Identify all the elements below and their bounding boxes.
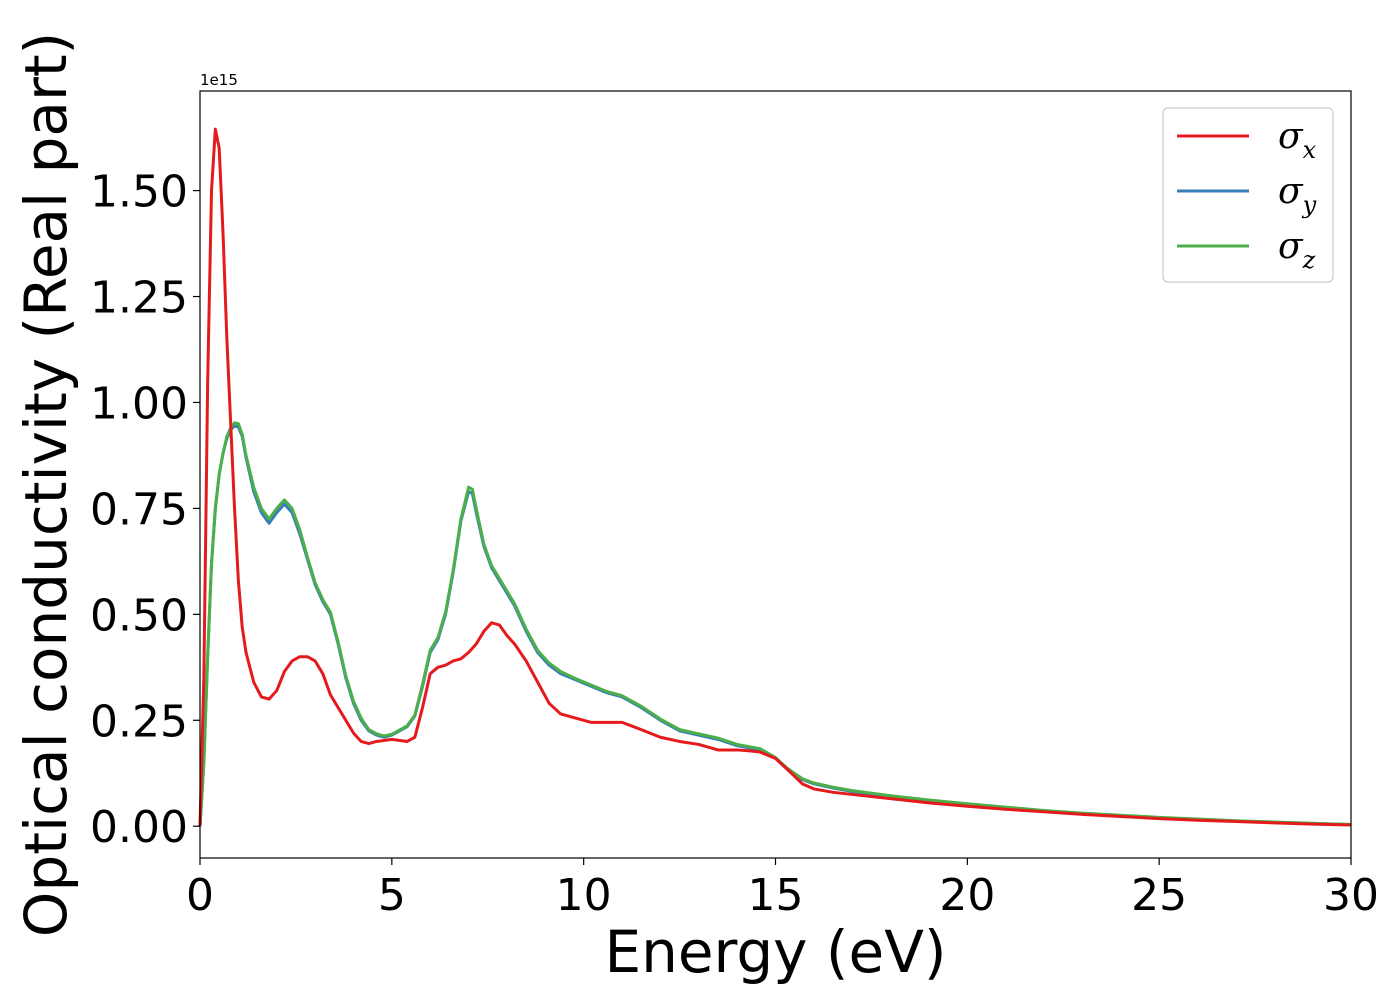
y-tick-label: 1.00 <box>90 378 188 429</box>
x-axis-title: Energy (eV) <box>604 918 946 986</box>
x-axis: 0 5 10 15 20 25 30 <box>186 858 1379 921</box>
y-tick-label: 1.50 <box>90 167 188 218</box>
plot-area <box>200 91 1351 858</box>
legend-label-y: σy <box>1278 171 1317 219</box>
x-tick-label: 5 <box>378 870 406 921</box>
legend-label-z: σz <box>1278 226 1316 274</box>
x-tick-label: 30 <box>1323 870 1379 921</box>
series-line-x <box>198 127 1352 827</box>
x-tick-label: 15 <box>748 870 804 921</box>
y-tick-label: 1.25 <box>90 273 188 324</box>
x-tick-label: 20 <box>939 870 995 921</box>
y-axis: 0.00 0.25 0.50 0.75 1.00 1.25 1.50 <box>90 167 200 853</box>
x-tick-label: 0 <box>186 870 214 921</box>
y-tick-label: 0.25 <box>90 696 188 747</box>
y-tick-label: 0.50 <box>90 590 188 641</box>
series-line-z <box>198 421 1352 827</box>
y-tick-label: 0.75 <box>90 484 188 535</box>
x-tick-label: 25 <box>1131 870 1187 921</box>
legend-box <box>1162 107 1334 283</box>
legend-label-x: σx <box>1278 116 1317 164</box>
x-tick-label: 10 <box>556 870 612 921</box>
y-offset-label: 1e15 <box>200 71 238 89</box>
y-tick-label: 0.00 <box>90 802 188 853</box>
y-axis-title: Optical conductivity (Real part) <box>12 32 80 937</box>
legend: σx σy σz <box>1162 107 1334 283</box>
series-group <box>198 127 1352 827</box>
